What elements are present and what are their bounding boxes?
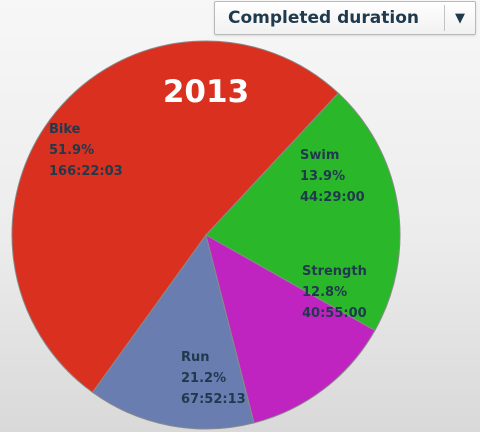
triangle-down-icon[interactable]: ▼ — [455, 10, 465, 26]
slice-label-bike-name: Bike — [49, 122, 81, 137]
slice-label-strength-duration: 40:55:00 — [302, 306, 367, 321]
slice-label-strength-percent: 12.8% — [302, 285, 347, 300]
pie-slice-strength[interactable] — [205, 233, 376, 424]
chart-title: 2013 — [163, 74, 249, 110]
pie-slices — [11, 40, 401, 430]
slice-label-run-name: Run — [181, 350, 210, 365]
slice-label-run-percent: 21.2% — [181, 371, 226, 386]
slice-label-strength-name: Strength — [302, 264, 367, 279]
slice-label-run-duration: 67:52:13 — [181, 392, 246, 407]
pie-slice-bike[interactable] — [11, 40, 340, 394]
pie-labels: Bike 51.9% 166:22:03 Swim 13.9% 44:29:00 Stren… — [49, 122, 367, 407]
metric-dropdown[interactable]: Completed duration ▼ — [214, 1, 476, 35]
pie-slice-run[interactable] — [205, 92, 401, 332]
slice-label-swim-name: Swim — [300, 148, 339, 163]
slice-label-swim-duration: 44:29:00 — [300, 190, 365, 205]
slice-label-swim-percent: 13.9% — [300, 169, 345, 184]
pie-slice-swim[interactable] — [91, 233, 255, 430]
slice-label-bike-duration: 166:22:03 — [49, 164, 123, 179]
slice-label-bike-percent: 51.9% — [49, 143, 94, 158]
dropdown-divider — [444, 5, 445, 31]
metric-dropdown-label: Completed duration — [228, 8, 420, 28]
